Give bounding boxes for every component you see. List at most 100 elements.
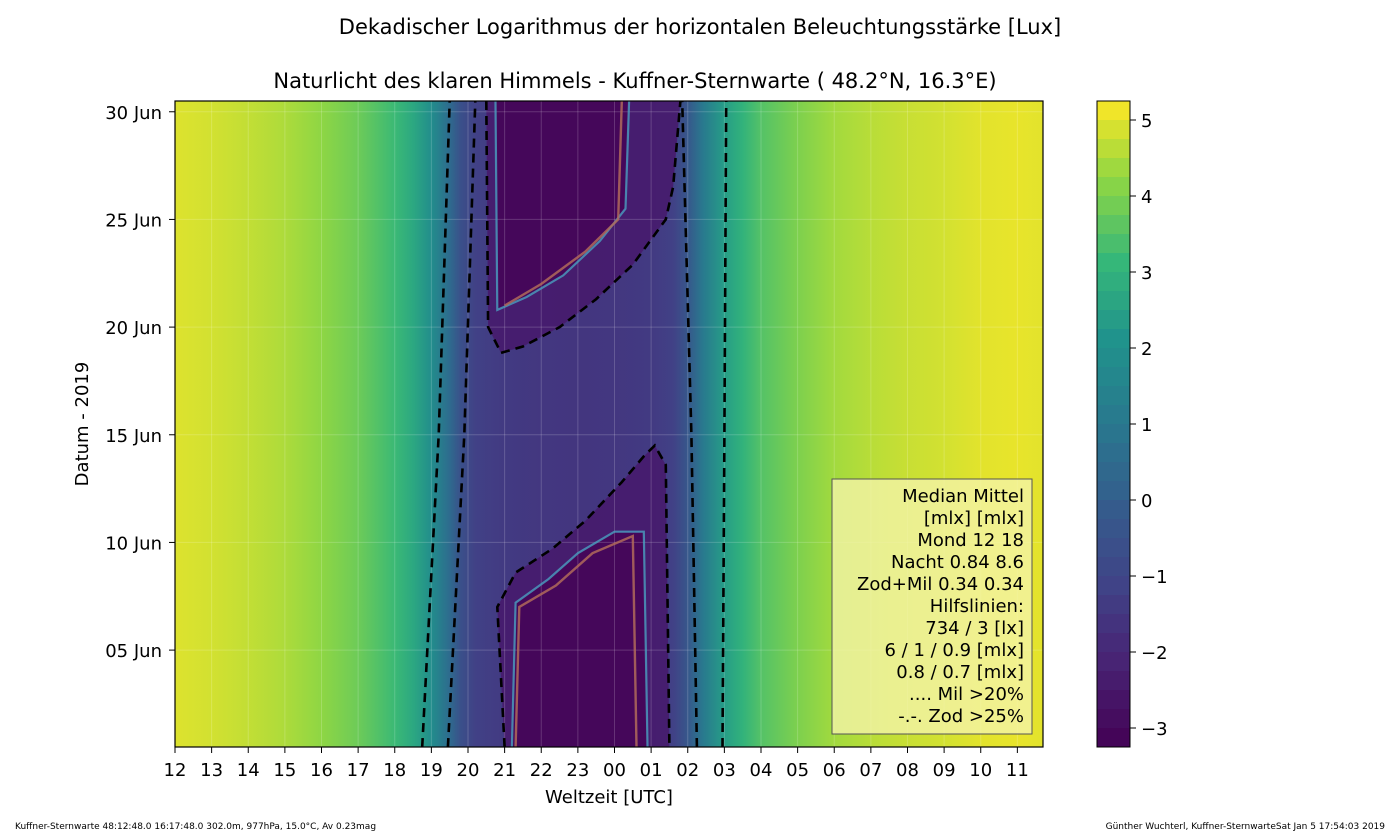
dark-night-regions <box>486 101 681 747</box>
x-tick-label: 04 <box>750 760 773 781</box>
colorbar-band <box>1097 405 1130 424</box>
dark-region-upper <box>495 101 630 310</box>
colorbar-band <box>1097 120 1130 139</box>
colorbar-band <box>1097 348 1130 367</box>
colorbar-band <box>1097 367 1130 386</box>
colorbar-band <box>1097 196 1130 215</box>
x-axis-ticks: 12 13 14 15 16 17 18 19 20 21 22 23 00 01 02 03 04 05 06 07… <box>164 747 1029 781</box>
contour-upper-dip <box>485 101 682 355</box>
x-tick-label: 16 <box>310 760 333 781</box>
x-tick-label: 02 <box>676 760 699 781</box>
colorbar-band <box>1097 633 1130 652</box>
legend-line: .... Mil >20% <box>909 684 1024 705</box>
colorbar-tick-label: −1 <box>1141 567 1168 588</box>
colorbar-tick-label: 3 <box>1141 263 1152 284</box>
legend-line: 0.8 / 0.7 [mlx] <box>896 662 1024 683</box>
y-axis-ticks: 30 Jun 25 Jun 20 Jun 15 Jun 10 Jun 05 Jun <box>105 103 175 662</box>
x-tick-label: 05 <box>786 760 809 781</box>
y-tick-label: 05 Jun <box>105 641 162 662</box>
x-tick-label: 10 <box>969 760 992 781</box>
x-tick-label: 18 <box>383 760 406 781</box>
colorbar-tick-label: 4 <box>1141 187 1152 208</box>
colorbar-band <box>1097 424 1130 443</box>
x-tick-label: 03 <box>713 760 736 781</box>
colorbar-band <box>1097 481 1130 500</box>
colorbar-band <box>1097 158 1130 177</box>
colorbar-band <box>1097 310 1130 329</box>
colorbar-band <box>1097 272 1130 291</box>
x-tick-label: 00 <box>603 760 626 781</box>
colorbar-band <box>1097 291 1130 310</box>
colorbar-band <box>1097 139 1130 158</box>
legend-line: 6 / 1 / 0.9 [mlx] <box>885 640 1025 661</box>
y-tick-label: 10 Jun <box>105 533 162 554</box>
colorbar-band <box>1097 614 1130 633</box>
x-tick-label: 20 <box>457 760 480 781</box>
colorbar-band <box>1097 519 1130 538</box>
legend-line: Median Mittel <box>902 486 1024 507</box>
legend-line: Hilfslinien: <box>930 596 1024 617</box>
x-tick-label: 11 <box>1006 760 1029 781</box>
colorbar-band <box>1097 386 1130 405</box>
colorbar-band <box>1097 234 1130 253</box>
moon-contour-lower <box>510 530 649 747</box>
x-axis-label: Weltzeit [UTC] <box>545 787 673 808</box>
y-tick-label: 30 Jun <box>105 103 162 124</box>
colorbar-band <box>1097 652 1130 671</box>
chart-suptitle: Dekadischer Logarithmus der horizontalen… <box>339 15 1061 39</box>
x-tick-label: 15 <box>273 760 296 781</box>
colorbar-tick-label: 1 <box>1141 415 1152 436</box>
footer-station-info: Kuffner-Sternwarte 48:12:48.0 16:17:48.0… <box>15 822 377 832</box>
legend-line: -.-. Zod >25% <box>898 706 1024 727</box>
colorbar-tick-label: 2 <box>1141 339 1152 360</box>
x-tick-label: 09 <box>933 760 956 781</box>
colorbar-tick-label: −2 <box>1141 643 1168 664</box>
x-tick-label: 17 <box>347 760 370 781</box>
colorbar-band <box>1097 671 1130 690</box>
legend-box: Median Mittel[mlx] [mlx]Mond 12 18Nacht … <box>831 478 1033 735</box>
dark-region-lower <box>511 531 648 747</box>
contour-lines <box>420 101 728 747</box>
colorbar-band <box>1097 728 1130 747</box>
y-axis-label: Datum - 2019 <box>72 362 93 487</box>
colorbar-band <box>1097 329 1130 348</box>
x-tick-label: 22 <box>530 760 553 781</box>
moon-contour-upper <box>494 101 631 312</box>
colorbar-band <box>1097 177 1130 196</box>
x-tick-label: 21 <box>493 760 516 781</box>
colorbar-band <box>1097 690 1130 709</box>
x-tick-label: 19 <box>420 760 443 781</box>
colorbar-bands <box>1097 101 1130 747</box>
chart-title: Naturlicht des klaren Himmels - Kuffner-… <box>273 69 996 93</box>
colorbar-band <box>1097 709 1130 728</box>
plot-area <box>175 101 1043 747</box>
colorbar-band <box>1097 253 1130 272</box>
colorbar-band <box>1097 557 1130 576</box>
legend-line: [mlx] [mlx] <box>924 508 1024 529</box>
footer-author-timestamp: Günther Wuchterl, Kuffner-SternwarteSat … <box>1105 822 1385 832</box>
colorbar-band <box>1097 595 1130 614</box>
y-tick-label: 25 Jun <box>105 210 162 231</box>
legend-line: Nacht 0.84 8.6 <box>891 552 1024 573</box>
x-tick-label: 01 <box>640 760 663 781</box>
x-tick-label: 13 <box>200 760 223 781</box>
median-contour-upper <box>503 101 623 307</box>
legend-line: Mond 12 18 <box>917 530 1024 551</box>
x-tick-label: 06 <box>823 760 846 781</box>
x-tick-label: 23 <box>566 760 589 781</box>
x-tick-label: 14 <box>237 760 260 781</box>
plot-frame <box>174 100 1044 748</box>
colorbar-band <box>1097 443 1130 462</box>
legend-line: Zod+Mil 0.34 0.34 <box>857 574 1024 595</box>
colorbar-band <box>1097 101 1130 120</box>
colorbar-tick-label: 5 <box>1141 111 1152 132</box>
x-tick-label: 08 <box>896 760 919 781</box>
colorbar-band <box>1097 538 1130 557</box>
colorbar-band <box>1097 500 1130 519</box>
x-tick-label: 07 <box>859 760 882 781</box>
colorbar-tick-label: −3 <box>1141 719 1168 740</box>
median-contour-lower <box>514 534 638 747</box>
colorbar-ticks: 5 4 3 2 1 0 −1 −2 −3 <box>1130 111 1168 740</box>
colorbar: 5 4 3 2 1 0 −1 −2 −3 <box>1096 100 1168 748</box>
